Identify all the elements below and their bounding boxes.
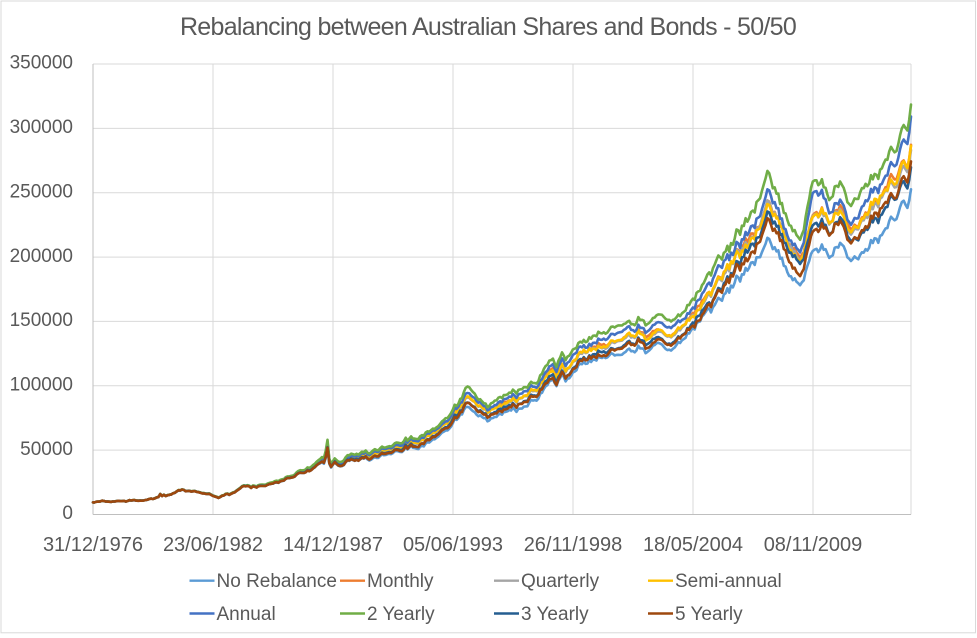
svg-text:23/06/1982: 23/06/1982 xyxy=(163,534,263,556)
svg-text:350000: 350000 xyxy=(10,53,73,74)
svg-text:Quarterly: Quarterly xyxy=(521,571,600,592)
svg-text:2 Yearly: 2 Yearly xyxy=(367,604,435,625)
svg-text:100000: 100000 xyxy=(10,375,73,396)
svg-text:18/05/2004: 18/05/2004 xyxy=(643,534,743,556)
svg-text:08/11/2009: 08/11/2009 xyxy=(764,534,863,556)
svg-text:14/12/1987: 14/12/1987 xyxy=(283,534,383,556)
svg-text:3 Yearly: 3 Yearly xyxy=(521,604,589,625)
svg-text:150000: 150000 xyxy=(10,310,73,331)
svg-text:26/11/1998: 26/11/1998 xyxy=(524,534,623,556)
svg-text:Annual: Annual xyxy=(217,604,276,625)
svg-text:200000: 200000 xyxy=(10,246,73,267)
svg-text:250000: 250000 xyxy=(10,181,73,202)
svg-text:No Rebalance: No Rebalance xyxy=(217,571,337,592)
svg-text:50000: 50000 xyxy=(20,439,73,460)
svg-text:300000: 300000 xyxy=(10,117,73,138)
svg-text:5 Yearly: 5 Yearly xyxy=(675,604,743,625)
svg-text:Rebalancing between Australian: Rebalancing between Australian Shares an… xyxy=(180,13,796,41)
svg-text:31/12/1976: 31/12/1976 xyxy=(43,534,143,556)
svg-text:Monthly: Monthly xyxy=(367,571,434,592)
svg-text:0: 0 xyxy=(62,503,73,524)
svg-text:Semi-annual: Semi-annual xyxy=(675,571,782,592)
svg-text:05/06/1993: 05/06/1993 xyxy=(403,534,503,556)
